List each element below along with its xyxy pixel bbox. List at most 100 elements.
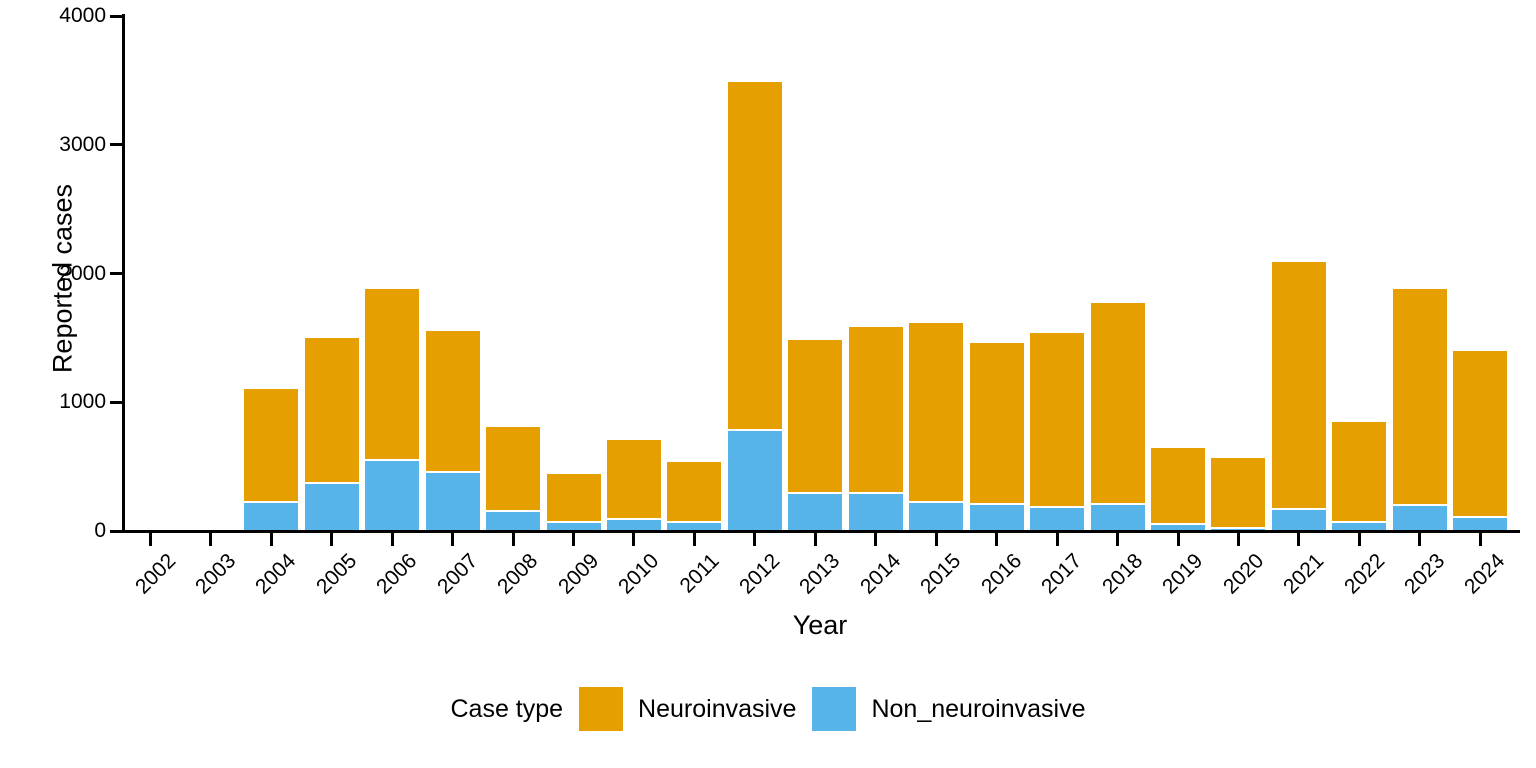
x-tick-label-2018: 2018 xyxy=(1097,549,1148,599)
x-tick-2010 xyxy=(632,533,636,546)
x-tick-2018 xyxy=(1116,533,1119,546)
x-tick-2007 xyxy=(451,533,455,546)
y-tick-label-2000: 2000 xyxy=(59,261,106,285)
x-tick-label-2009: 2009 xyxy=(553,549,604,599)
x-tick-label-2015: 2015 xyxy=(916,549,966,599)
bar-2021-non_neuroinvasive-segment xyxy=(1271,507,1326,531)
bar-2020-non_neuroinvasive-segment xyxy=(1211,527,1266,531)
y-tick-2000 xyxy=(110,272,122,275)
x-tick-2002 xyxy=(148,533,152,546)
x-tick-2022 xyxy=(1357,533,1361,546)
x-tick-label-2007: 2007 xyxy=(432,549,483,599)
x-tick-label-2005: 2005 xyxy=(311,549,362,599)
x-tick-2017 xyxy=(1055,533,1059,546)
x-tick-label-2013: 2013 xyxy=(795,549,845,599)
bar-2018-non_neuroinvasive-segment xyxy=(1090,502,1145,531)
bar-2022-non_neuroinvasive-segment xyxy=(1332,520,1387,531)
bar-2017-non_neuroinvasive-segment xyxy=(1030,506,1084,531)
x-tick-2008 xyxy=(511,533,515,546)
x-tick-2016 xyxy=(995,533,999,546)
legend-title: Case type xyxy=(450,694,564,723)
x-tick-label-2002: 2002 xyxy=(130,549,180,599)
legend-swatch-neuroinvasive xyxy=(579,687,624,731)
bar-2015-non_neuroinvasive-segment xyxy=(909,501,964,531)
y-tick-3000 xyxy=(110,143,122,147)
bar-2009 xyxy=(546,473,601,531)
x-tick-label-2019: 2019 xyxy=(1158,549,1208,599)
bar-2006-non_neuroinvasive-segment xyxy=(365,459,420,531)
bar-2015 xyxy=(909,323,964,531)
x-tick-2009 xyxy=(572,533,575,546)
x-tick-label-2020: 2020 xyxy=(1218,549,1268,599)
x-tick-label-2006: 2006 xyxy=(372,549,422,599)
x-tick-2004 xyxy=(269,533,273,546)
bar-2013 xyxy=(788,339,843,531)
bar-2012 xyxy=(727,81,782,531)
y-tick-label-4000: 4000 xyxy=(59,4,106,27)
bar-2008 xyxy=(486,427,540,531)
bar-2012-non_neuroinvasive-segment xyxy=(727,428,782,531)
bar-2023 xyxy=(1392,288,1447,531)
bar-2016 xyxy=(969,343,1024,531)
x-tick-label-2021: 2021 xyxy=(1279,549,1329,599)
x-tick-2013 xyxy=(813,533,817,546)
x-tick-2003 xyxy=(209,533,213,546)
x-tick-label-2017: 2017 xyxy=(1037,549,1087,599)
bar-2020 xyxy=(1211,457,1266,531)
x-tick-2014 xyxy=(874,533,878,546)
legend-label-neuroinvasive: Neuroinvasive xyxy=(638,694,797,723)
legend-swatch-non_neuroinvasive xyxy=(812,687,857,731)
x-tick-label-2024: 2024 xyxy=(1460,549,1510,599)
bar-2011 xyxy=(667,461,722,531)
bar-2007 xyxy=(425,330,480,531)
bar-2011-non_neuroinvasive-segment xyxy=(667,521,722,531)
bar-2004 xyxy=(244,388,299,531)
bar-2010-non_neuroinvasive-segment xyxy=(606,518,661,531)
bar-2005 xyxy=(304,337,359,531)
y-tick-label-0: 0 xyxy=(94,519,106,542)
bar-2004-non_neuroinvasive-segment xyxy=(244,501,299,531)
x-tick-2015 xyxy=(934,533,938,546)
bar-2010 xyxy=(606,439,661,531)
x-tick-2005 xyxy=(330,533,334,546)
x-tick-label-2003: 2003 xyxy=(190,549,241,599)
bar-2014 xyxy=(848,326,903,531)
x-tick-2023 xyxy=(1418,533,1422,546)
y-tick-1000 xyxy=(110,400,122,404)
bar-2006 xyxy=(365,288,420,531)
bar-2018 xyxy=(1090,303,1145,531)
x-tick-label-2010: 2010 xyxy=(614,549,664,599)
x-tick-2011 xyxy=(692,533,696,546)
bar-2019-non_neuroinvasive-segment xyxy=(1151,523,1205,531)
y-tick-label-1000: 1000 xyxy=(59,390,106,414)
y-axis-line xyxy=(122,14,125,533)
legend-label-non_neuroinvasive: Non_neuroinvasive xyxy=(871,694,1086,723)
x-axis-title: Year xyxy=(792,610,848,640)
x-tick-2012 xyxy=(753,533,757,546)
x-tick-2021 xyxy=(1297,533,1301,546)
x-tick-2024 xyxy=(1478,533,1482,546)
x-axis-line xyxy=(122,530,1520,533)
bar-2019 xyxy=(1151,448,1205,531)
y-tick-label-3000: 3000 xyxy=(59,132,106,156)
bar-2005-non_neuroinvasive-segment xyxy=(304,482,359,531)
bar-2009-non_neuroinvasive-segment xyxy=(546,521,601,531)
x-tick-2020 xyxy=(1236,533,1240,546)
bar-2016-non_neuroinvasive-segment xyxy=(969,503,1024,531)
y-tick-0 xyxy=(110,529,122,533)
x-tick-label-2011: 2011 xyxy=(675,549,724,598)
x-tick-2019 xyxy=(1176,533,1180,546)
y-tick-4000 xyxy=(110,14,122,18)
legend-item-neuroinvasive: Neuroinvasive xyxy=(579,687,796,731)
legend-item-non_neuroinvasive: Non_neuroinvasive xyxy=(812,687,1086,731)
x-tick-label-2014: 2014 xyxy=(855,549,906,599)
legend: Case type Neuroinvasive Non_neuroinvasive xyxy=(0,686,1536,732)
bar-2023-non_neuroinvasive-segment xyxy=(1392,503,1447,531)
x-tick-label-2004: 2004 xyxy=(251,549,301,599)
bar-2024 xyxy=(1453,350,1508,532)
bar-2008-non_neuroinvasive-segment xyxy=(486,510,540,531)
bar-2022 xyxy=(1332,421,1387,531)
x-tick-2006 xyxy=(390,533,394,546)
bar-2007-non_neuroinvasive-segment xyxy=(425,471,480,531)
